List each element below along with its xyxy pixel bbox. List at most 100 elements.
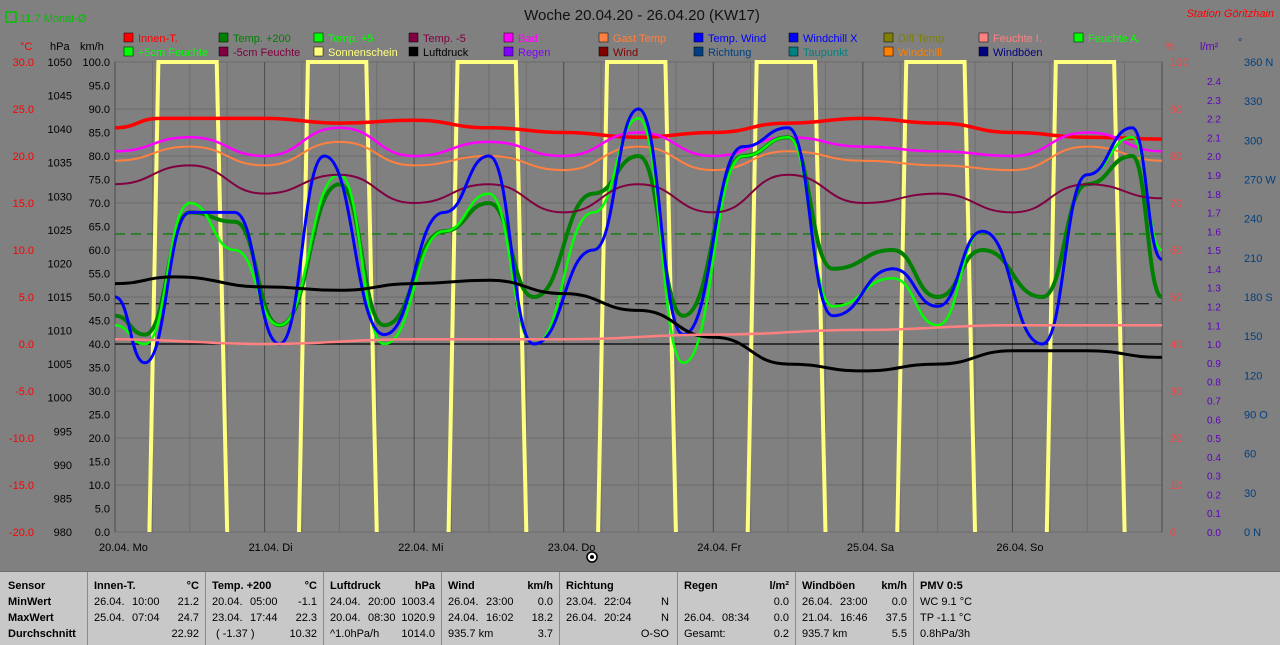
legend-item: Windchill xyxy=(883,46,942,59)
day-label: 22.04. Mi xyxy=(398,542,443,554)
rain-tick-label: 0.3 xyxy=(1207,472,1221,483)
rain-tick-label: 0.6 xyxy=(1207,415,1221,426)
rain-tick-label: 1.6 xyxy=(1207,227,1221,238)
legend-label: Temp. -5 xyxy=(423,33,466,45)
day-label: 26.04. So xyxy=(996,542,1043,554)
legend-label: Gast Temp xyxy=(613,33,666,45)
row-label: Durchschnitt xyxy=(8,628,76,640)
max-time: 08:30 xyxy=(368,612,396,624)
legend-item: Temp. +200 xyxy=(218,32,291,45)
wind-tick-label: 75.0 xyxy=(89,175,110,187)
legend-swatch xyxy=(313,32,324,43)
sunshine-curve xyxy=(745,60,828,533)
series-line-gast-temp xyxy=(114,140,1163,172)
max-time: 08:34 xyxy=(722,612,750,624)
humidity-tick-label: 40 xyxy=(1170,339,1182,351)
wind-tick-label: 20.0 xyxy=(89,433,110,445)
max-value: 24.7 xyxy=(177,612,199,624)
wind-tick-label: 40.0 xyxy=(89,339,110,351)
legend-swatch xyxy=(788,32,799,43)
max-date: 24.04. xyxy=(448,612,479,624)
chart-title: Woche 20.04.20 - 26.04.20 (KW17) xyxy=(524,7,760,24)
wind-tick-label: 60.0 xyxy=(89,245,110,257)
day-label: 24.04. Fr xyxy=(697,542,741,554)
row-label: MinWert xyxy=(8,596,52,608)
temp-tick-label: 0.0 xyxy=(19,339,34,351)
min-date: 26.04. xyxy=(802,596,833,608)
pressure-tick-label: 995 xyxy=(54,426,72,438)
legend-swatch xyxy=(503,32,514,43)
legend-label: Temp. Wind xyxy=(708,33,766,45)
temp-tick-label: 30.0 xyxy=(13,57,34,69)
legend-swatch xyxy=(408,32,419,43)
humidity-tick-label: 100 xyxy=(1170,57,1188,69)
legend-label: Sonnenschein xyxy=(328,47,398,59)
legend-label: Luftdruck xyxy=(423,47,469,59)
min-value: 0.0 xyxy=(537,596,553,608)
max-value: 22.3 xyxy=(295,612,317,624)
legend-swatch xyxy=(788,46,799,57)
unit-kmh: km/h xyxy=(80,41,104,53)
max-time: 16:46 xyxy=(840,612,868,624)
pressure-tick-label: 1005 xyxy=(48,359,72,371)
rain-tick-label: 1.9 xyxy=(1207,171,1221,182)
stats-unit: km/h xyxy=(527,580,553,592)
pressure-tick-label: 1025 xyxy=(48,225,72,237)
temp-tick-label: 5.0 xyxy=(19,292,34,304)
pmv-value: 0.8hPa/3h xyxy=(920,628,971,640)
axes: 30.0 25.0 20.0 15.0 10.0 5.0 0.0 -5.0 -10.0 -15.0… xyxy=(9,57,1276,554)
pressure-tick-label: 1050 xyxy=(48,57,72,69)
pmv-value: TP -1.1 °C xyxy=(920,612,972,624)
wind-tick-label: 95.0 xyxy=(89,81,110,93)
direction-tick-label: 150 xyxy=(1244,331,1262,343)
humidity-tick-label: 0 xyxy=(1170,527,1176,539)
sunshine-curve xyxy=(1044,60,1127,533)
rain-tick-label: 1.3 xyxy=(1207,284,1221,295)
wind-tick-label: 35.0 xyxy=(89,363,110,375)
direction-tick-label: 30 xyxy=(1244,488,1256,500)
legend-swatch xyxy=(1073,32,1084,43)
legend-label: Wind xyxy=(613,47,638,59)
direction-tick-label: 90 O xyxy=(1244,410,1268,422)
stats-pmv: PMV 0:5 WC 9.1 °C TP -1.1 °C 0.8hPa/3h xyxy=(914,572,1014,645)
min-time: 10:00 xyxy=(132,596,160,608)
min-value: 1003.4 xyxy=(401,596,435,608)
pressure-tick-label: 990 xyxy=(54,460,72,472)
day-label: 21.04. Di xyxy=(249,542,293,554)
humidity-tick-label: 30 xyxy=(1170,386,1182,398)
legend-swatch xyxy=(408,46,419,57)
legend-item: Regen xyxy=(503,46,550,59)
avg-value: 10.32 xyxy=(289,628,317,640)
stats-header: Sensor xyxy=(8,580,46,592)
max-value: 37.5 xyxy=(885,612,907,624)
rain-tick-label: 1.1 xyxy=(1207,321,1221,332)
unit-deg: ° xyxy=(1238,37,1242,49)
monthly-avg-checkbox[interactable] xyxy=(5,11,17,23)
legend-swatch xyxy=(598,32,609,43)
min-value: N xyxy=(661,596,669,608)
avg-value: 1014.0 xyxy=(401,628,435,640)
min-time: 23:00 xyxy=(486,596,514,608)
stats-header: Temp. +200 xyxy=(212,580,272,592)
legend-item: Innen-T. xyxy=(123,32,178,45)
max-date: 21.04. xyxy=(802,612,833,624)
min-time: 05:00 xyxy=(250,596,278,608)
pressure-tick-label: 1035 xyxy=(48,158,72,170)
direction-tick-label: 240 xyxy=(1244,214,1262,226)
max-value: 18.2 xyxy=(531,612,553,624)
min-date: 26.04. xyxy=(94,596,125,608)
rain-tick-label: 2.4 xyxy=(1207,77,1221,88)
legend-item: Luftdruck xyxy=(408,46,469,59)
legend-swatch xyxy=(693,32,704,43)
direction-tick-label: 120 xyxy=(1244,370,1262,382)
min-date: 24.04. xyxy=(330,596,361,608)
max-time: 20:24 xyxy=(604,612,632,624)
rain-tick-label: 1.7 xyxy=(1207,209,1221,220)
max-date: 25.04. xyxy=(94,612,125,624)
wind-tick-label: 85.0 xyxy=(89,128,110,140)
stats-unit: hPa xyxy=(414,580,435,592)
max-value: 0.0 xyxy=(773,612,789,624)
unit-lm2: l/m² xyxy=(1200,41,1219,53)
stats-header: Richtung xyxy=(566,580,614,592)
direction-tick-label: 300 xyxy=(1244,135,1262,147)
